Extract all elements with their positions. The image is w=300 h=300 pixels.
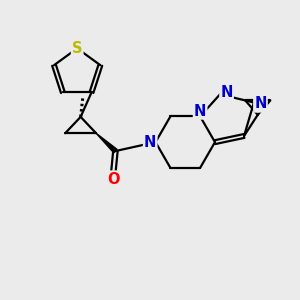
Text: N: N [254,97,267,112]
Text: N: N [194,103,206,118]
Text: O: O [107,172,119,187]
Text: N: N [144,135,156,150]
Text: N: N [220,85,233,100]
Text: S: S [72,41,83,56]
Polygon shape [96,133,117,153]
